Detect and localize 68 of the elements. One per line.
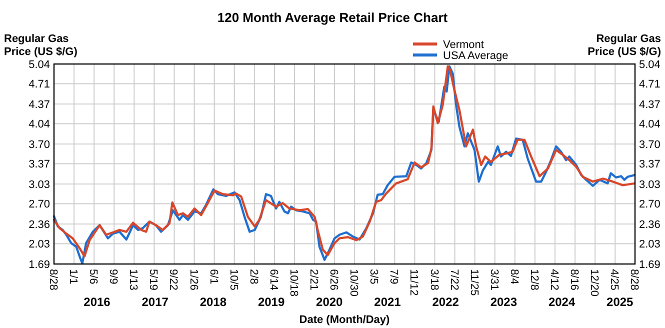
text: 2019: [258, 295, 285, 309]
text: 2025: [606, 295, 634, 309]
y-tick-label: 2.03: [28, 238, 50, 251]
x-tick-label: 7/22: [448, 269, 460, 290]
x-tick-label: 9/22: [167, 269, 180, 290]
x-tick-label: 11/12: [408, 269, 420, 296]
y-tick-label: 3.03: [28, 179, 50, 191]
x-tick-label: 8/4: [508, 269, 520, 284]
y2-tick-label: 1.69: [639, 259, 660, 271]
y-tick-label: 1.69: [28, 259, 50, 271]
x-tick-label: 1/1: [67, 269, 80, 284]
x-tick-label: 4/25: [608, 269, 620, 290]
y2-tick-label: 5.04: [639, 59, 660, 71]
x-tick-label: 8/28: [47, 269, 59, 290]
y-tick-label: 3.37: [28, 158, 50, 171]
y-tick-label: 2.70: [28, 198, 50, 211]
text: 2023: [490, 295, 518, 309]
y2-tick-label: 3.37: [639, 158, 660, 171]
y2-tick-label: 3.70: [639, 139, 660, 151]
x-tick-label: 7/9: [388, 269, 400, 284]
y-tick-label: 4.71: [28, 78, 50, 91]
x-tick-label: 9/9: [107, 269, 120, 284]
y-axis-title: Regular Gas Price (US $/G): [4, 33, 78, 58]
x-tick-label: 3/18: [428, 269, 440, 290]
y-tick-label: 2.36: [28, 219, 50, 231]
text: 2016: [84, 295, 111, 309]
x-tick-label: 1/13: [127, 269, 140, 290]
text: 2017: [142, 295, 169, 309]
legend-label: Vermont: [443, 39, 484, 51]
y2-tick-label: 2.36: [639, 219, 660, 231]
text: 2024: [548, 295, 576, 309]
text: 2020: [316, 295, 344, 309]
x-tick-label: 10/5: [227, 269, 240, 290]
x-tick-label: 12/8: [528, 269, 540, 290]
x-tick-label: 10/30: [348, 269, 360, 297]
y2-tick-label: 4.71: [639, 78, 660, 91]
x-tick-label: 4/12: [548, 269, 560, 290]
y2-tick-label: 2.03: [639, 238, 660, 251]
y2-axis-title: Regular Gas Price (US $/G): [588, 33, 662, 58]
x-tick-label: 3/5: [368, 269, 380, 284]
text: 2018: [200, 295, 227, 309]
x-tick-label: 5/6: [87, 269, 100, 284]
y2-tick-label: 4.04: [639, 118, 660, 131]
text: 2022: [432, 295, 460, 309]
chart-title: 120 Month Average Retail Price Chart: [217, 10, 448, 25]
y2-tick-label: 2.70: [639, 198, 660, 211]
x-tick-label: 6/1: [207, 269, 220, 284]
x-tick-label: 11/25: [468, 269, 480, 296]
y-tick-label: 4.37: [28, 99, 50, 111]
x-tick-label: 1/26: [187, 269, 200, 290]
y2-tick-label: 3.03: [639, 179, 660, 191]
y-tick-label: 3.70: [28, 139, 50, 151]
x-tick-label: 8/16: [568, 269, 580, 290]
y2-tick-label: 4.37: [639, 99, 660, 111]
x-tick-label: 3/31: [488, 269, 500, 290]
legend-label: USA Average: [443, 50, 508, 62]
x-tick-label: 5/19: [147, 269, 160, 290]
x-tick-label: 8/28: [628, 269, 640, 290]
x-tick-label: 6/26: [328, 269, 340, 290]
x-axis-title: Date (Month/Day): [299, 314, 390, 326]
x-tick-label: 6/14: [267, 269, 280, 290]
y-tick-label: 4.04: [28, 118, 50, 131]
x-tick-label: 12/20: [588, 269, 600, 297]
x-tick-label: 2/8: [247, 269, 260, 284]
text: 2021: [374, 295, 402, 309]
x-tick-label: 2/21: [308, 269, 320, 290]
x-tick-label: 10/18: [287, 269, 300, 297]
y-tick-label: 5.04: [28, 59, 50, 71]
